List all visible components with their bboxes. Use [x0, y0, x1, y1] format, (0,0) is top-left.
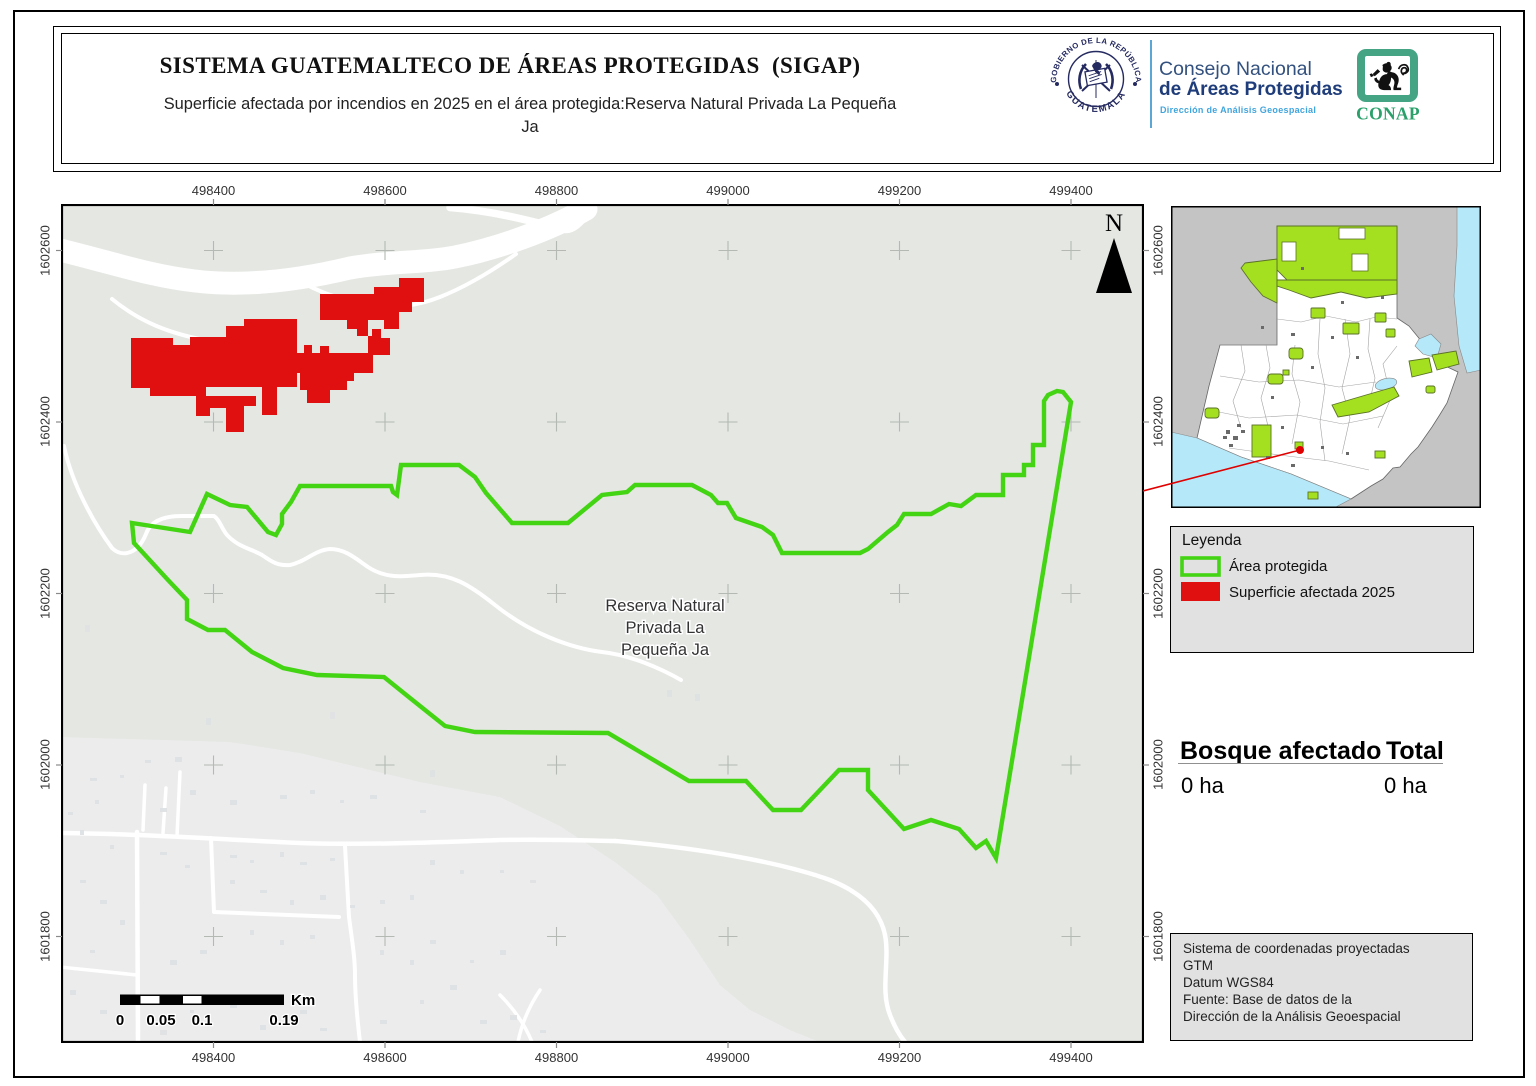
svg-text:0.1: 0.1: [192, 1012, 213, 1029]
svg-text:CONAP: CONAP: [1356, 104, 1420, 124]
svg-text:Pequeña Ja: Pequeña Ja: [621, 641, 710, 659]
svg-text:0: 0: [116, 1012, 124, 1029]
svg-text:Reserva Natural: Reserva Natural: [605, 597, 724, 615]
svg-text:0.05: 0.05: [146, 1012, 175, 1029]
svg-text:Km: Km: [291, 992, 315, 1009]
svg-text:0.19: 0.19: [269, 1012, 298, 1029]
svg-text:N: N: [1105, 210, 1123, 237]
svg-text:Privada La: Privada La: [626, 619, 706, 637]
